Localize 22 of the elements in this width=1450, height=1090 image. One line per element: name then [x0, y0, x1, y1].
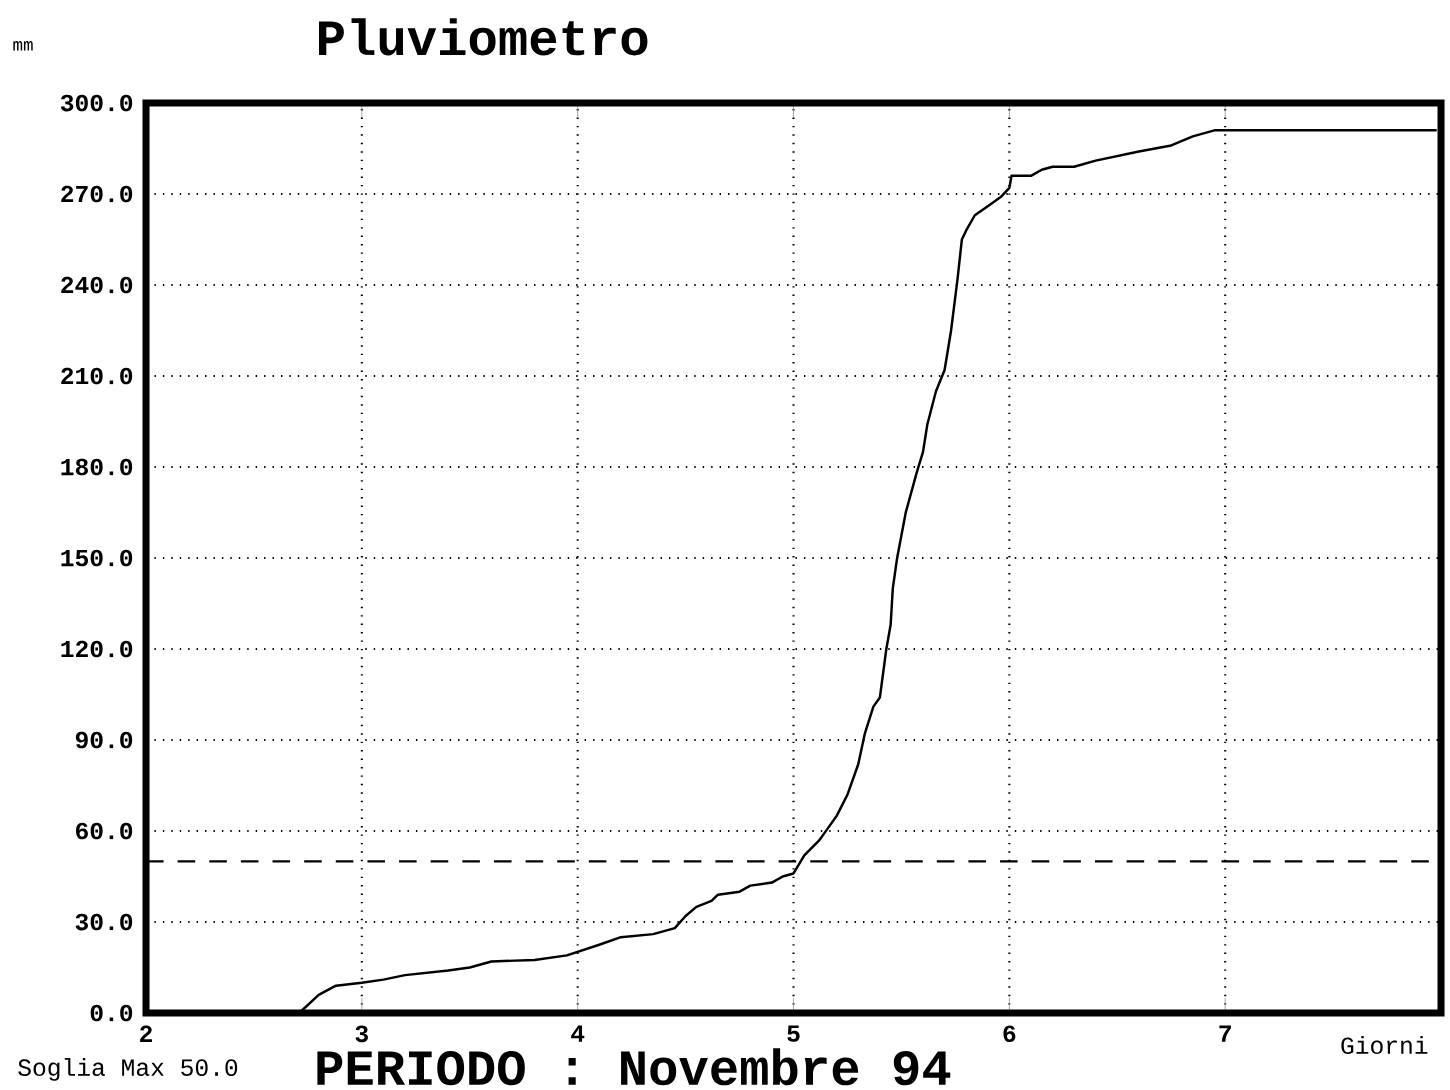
y-axis-title: mm	[13, 41, 33, 51]
chart-title: Pluviometro	[319, 18, 648, 56]
x-tick-label: 2	[140, 1025, 152, 1042]
y-tick-label: 120.0	[61, 640, 133, 658]
x-axis-title: Giorni	[1341, 1036, 1428, 1055]
x-tick-label: 4	[571, 1025, 585, 1042]
y-tick-label: 90.0	[75, 731, 133, 749]
y-tick-label: 240.0	[61, 276, 133, 294]
y-tick-label: 60.0	[76, 822, 133, 840]
ref-line-label: Soglia Max 50.0	[18, 1057, 238, 1081]
y-tick-label: 180.0	[61, 458, 133, 476]
y-tick-label: 300.0	[60, 94, 133, 112]
x-tick-label: 3	[355, 1025, 368, 1043]
y-tick-label: 150.0	[61, 549, 133, 567]
text: PERIODO : Novembre 94	[317, 1048, 951, 1086]
x-tick-label: 5	[787, 1025, 800, 1042]
x-tick-label: 7	[1219, 1025, 1231, 1042]
x-tick-label: 6	[1003, 1025, 1016, 1043]
y-tick-label: 210.0	[61, 367, 133, 385]
y-tick-label: 270.0	[61, 185, 133, 203]
y-tick-label: 30.0	[75, 913, 133, 931]
y-tick-label: 0.0	[90, 1004, 133, 1022]
